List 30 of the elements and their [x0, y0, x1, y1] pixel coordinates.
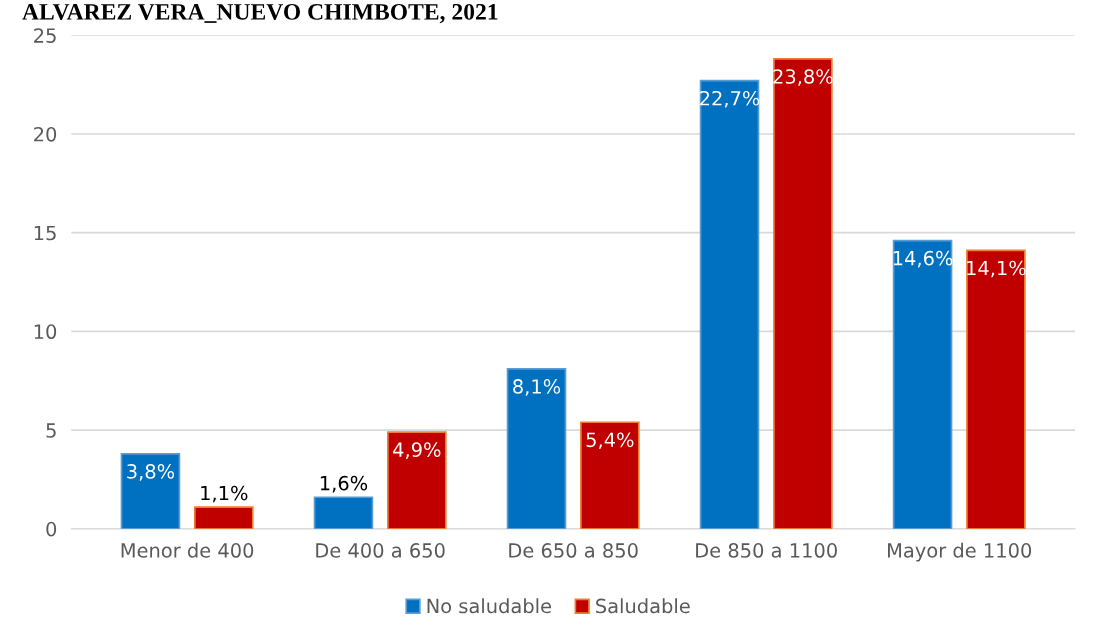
y-tick-label: 20 — [34, 126, 57, 142]
y-tick-label: 25 — [34, 28, 56, 43]
chart-title: ALVAREZ VERA_NUEVO CHIMBOTE, 2021 — [22, 3, 498, 24]
bar — [699, 79, 760, 529]
data-label: 4,9% — [393, 442, 441, 459]
bar — [580, 421, 640, 529]
y-tick-label: 0 — [46, 521, 57, 537]
bar — [773, 58, 833, 529]
legend-label: No saludable — [427, 598, 551, 614]
x-tick-label: Mayor de 1100 — [888, 542, 1032, 562]
legend-label: Saludable — [596, 598, 690, 614]
bar — [966, 249, 1026, 529]
bar — [506, 368, 567, 529]
bar — [120, 452, 181, 529]
bar — [892, 239, 953, 529]
data-label: 8,1% — [513, 379, 561, 396]
y-tick-label: 15 — [34, 225, 56, 241]
bar — [313, 496, 374, 529]
x-tick-label: Menor de 400 — [121, 542, 254, 558]
data-label: 5,4% — [586, 432, 634, 450]
x-tick-label: De 400 a 650 — [316, 543, 445, 558]
x-tick-label: De 650 a 850 — [509, 543, 638, 558]
bar — [387, 431, 447, 529]
x-tick-label: De 850 a 1100 — [696, 543, 837, 558]
data-label: 3,8% — [127, 464, 175, 481]
bar — [194, 506, 254, 529]
data-label: 1,6% — [320, 475, 368, 493]
data-label: 1,1% — [201, 485, 248, 503]
y-tick-label: 10 — [34, 324, 57, 340]
y-tick-label: 5 — [46, 423, 56, 438]
